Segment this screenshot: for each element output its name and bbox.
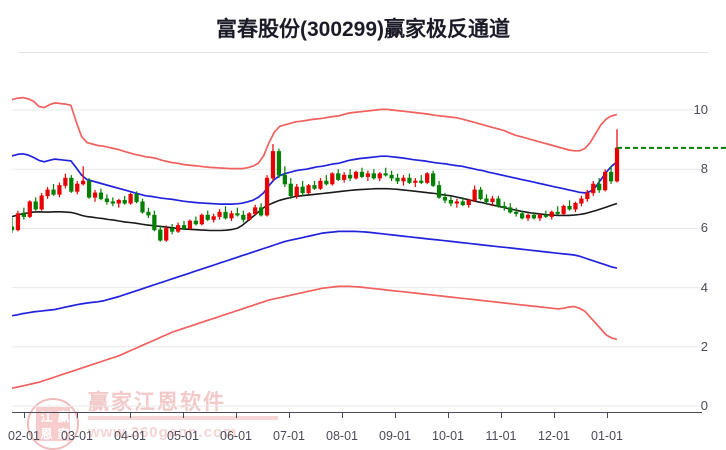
x-axis-tick [130,412,131,418]
x-axis-tick [395,412,396,418]
x-axis-tick [501,412,502,418]
x-axis-tick-label: 01-01 [591,429,623,443]
x-axis-tick [24,412,25,418]
x-axis-tick-label: 10-01 [432,429,464,443]
x-axis-tick [342,412,343,418]
x-axis-tick-label: 02-01 [8,429,40,443]
title-bar: 富春股份(300299)赢家极反通道 [0,0,726,53]
x-axis-tick [554,412,555,418]
title-divider [18,52,708,53]
y-axis-tick-label: 6 [700,220,708,236]
x-axis-tick [607,412,608,418]
chart-canvas [12,96,726,407]
x-axis-tick [236,412,237,418]
x-axis-tick [183,412,184,418]
x-axis-line [12,412,702,413]
x-axis-tick-label: 05-01 [167,429,199,443]
x-axis-tick-label: 04-01 [114,429,146,443]
x-axis-tick [77,412,78,418]
x-axis-tick-label: 09-01 [379,429,411,443]
y-axis-tick-label: 4 [700,279,708,295]
x-axis-tick-label: 03-01 [61,429,93,443]
x-axis-tick [289,412,290,418]
x-axis-tick-label: 08-01 [326,429,358,443]
y-axis-tick-label: 2 [700,338,708,354]
x-axis-tick-label: 11-01 [485,429,517,443]
x-axis-tick-label: 07-01 [273,429,305,443]
page-title: 富春股份(300299)赢家极反通道 [215,18,511,41]
chart-plot-area [12,56,726,407]
y-axis-tick-label: 8 [700,161,708,177]
y-axis-tick-label: 0 [700,398,708,413]
x-axis-tick [448,412,449,418]
y-axis-tick-label: 10 [693,102,708,117]
x-axis-tick-label: 12-01 [538,429,570,443]
x-axis-tick-label: 06-01 [220,429,252,443]
